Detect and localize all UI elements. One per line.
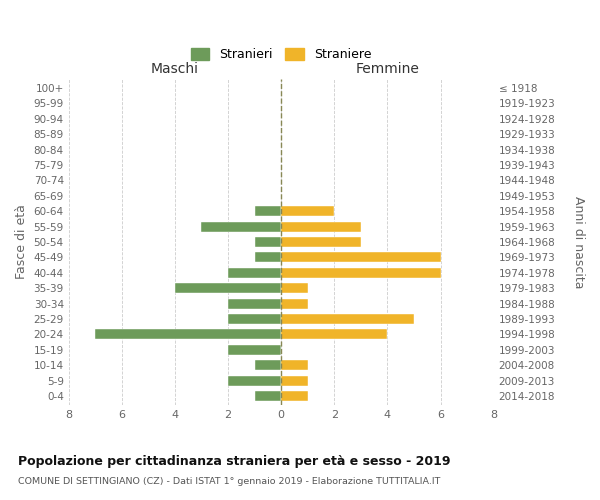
- Bar: [254, 252, 281, 262]
- Bar: [281, 360, 308, 370]
- Bar: [228, 314, 281, 324]
- Bar: [95, 330, 281, 340]
- Y-axis label: Fasce di età: Fasce di età: [15, 204, 28, 280]
- Bar: [228, 268, 281, 278]
- Bar: [281, 376, 308, 386]
- Bar: [281, 283, 308, 293]
- Bar: [254, 237, 281, 247]
- Bar: [175, 283, 281, 293]
- Y-axis label: Anni di nascita: Anni di nascita: [572, 196, 585, 288]
- Bar: [254, 360, 281, 370]
- Legend: Stranieri, Straniere: Stranieri, Straniere: [185, 42, 377, 66]
- Bar: [281, 391, 308, 401]
- Bar: [228, 344, 281, 354]
- Bar: [202, 222, 281, 232]
- Text: Popolazione per cittadinanza straniera per età e sesso - 2019: Popolazione per cittadinanza straniera p…: [18, 455, 451, 468]
- Bar: [228, 376, 281, 386]
- Text: COMUNE DI SETTINGIANO (CZ) - Dati ISTAT 1° gennaio 2019 - Elaborazione TUTTITALI: COMUNE DI SETTINGIANO (CZ) - Dati ISTAT …: [18, 478, 440, 486]
- Bar: [281, 330, 388, 340]
- Bar: [281, 206, 334, 216]
- Bar: [254, 391, 281, 401]
- Bar: [281, 314, 414, 324]
- Bar: [281, 252, 440, 262]
- Bar: [254, 206, 281, 216]
- Bar: [228, 298, 281, 308]
- Bar: [281, 237, 361, 247]
- Bar: [281, 268, 440, 278]
- Bar: [281, 222, 361, 232]
- Text: Maschi: Maschi: [151, 62, 199, 76]
- Bar: [281, 298, 308, 308]
- Text: Femmine: Femmine: [356, 62, 419, 76]
